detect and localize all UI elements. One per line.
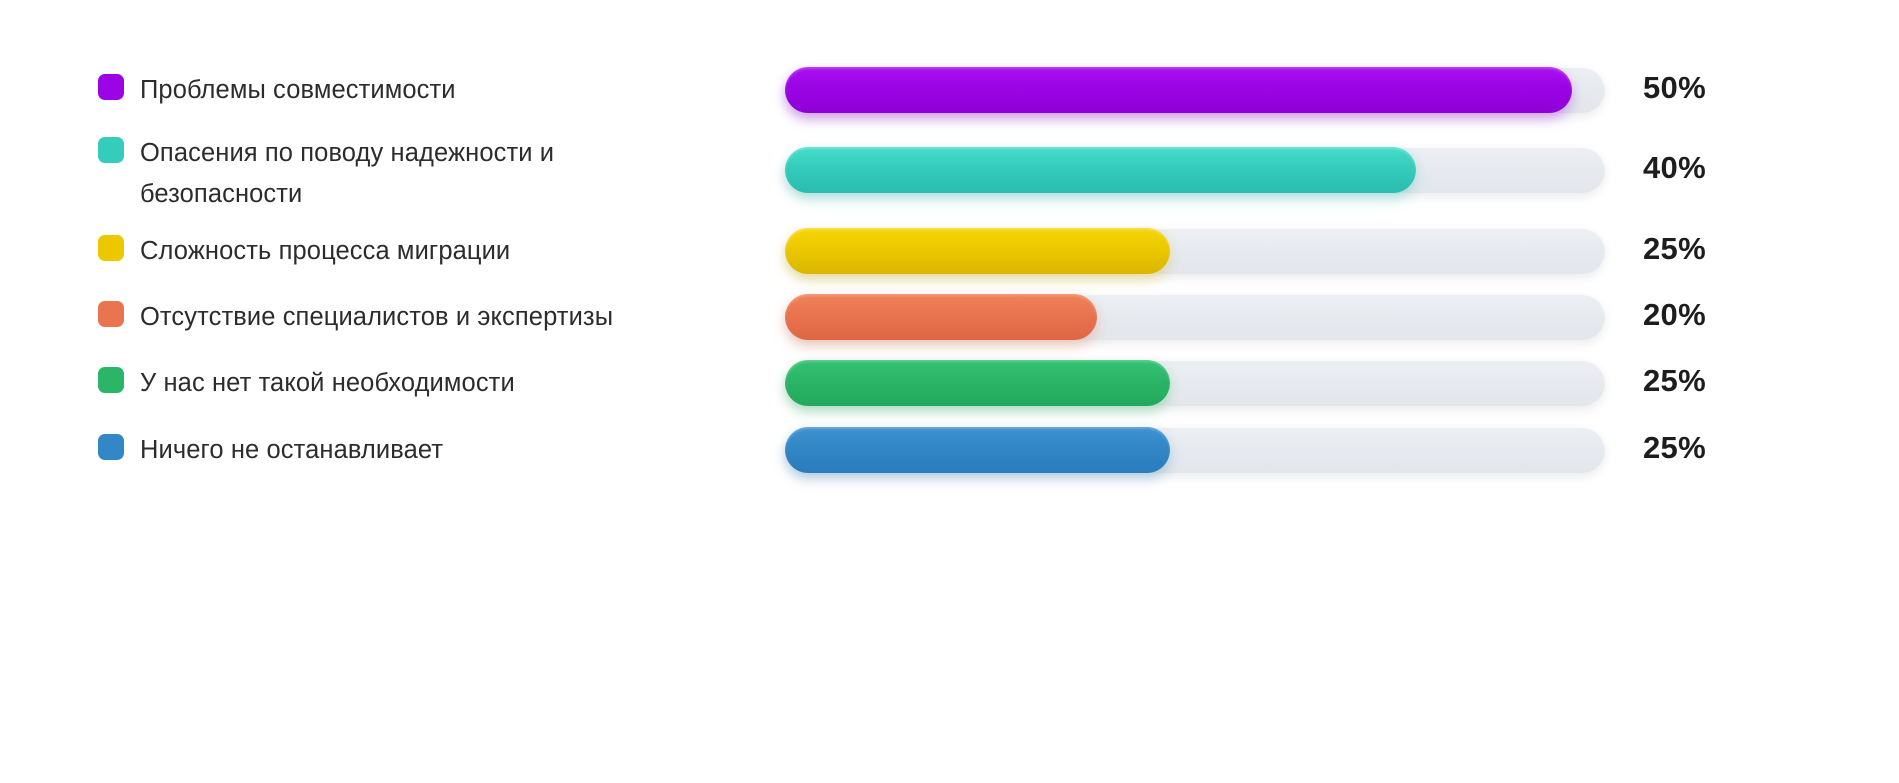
legend-item-label: Проблемы совместимости: [140, 76, 456, 104]
legend-color-swatch-icon: [98, 137, 124, 163]
progress-value-label: 20%: [1643, 297, 1706, 332]
progress-value-label: 50%: [1643, 70, 1706, 105]
legend-item: Отсутствие специалистов и экспертизы: [98, 297, 613, 338]
progress-bar-fill: [785, 147, 1417, 193]
legend-item: Опасения по поводу надежности и безопасн…: [98, 133, 554, 215]
progress-bar-track: [785, 360, 1605, 406]
progress-value-label: 40%: [1643, 150, 1706, 185]
progress-value-label: 25%: [1643, 363, 1706, 398]
progress-bar-track: [785, 427, 1605, 473]
progress-bar-track: [785, 228, 1605, 274]
progress-bar-track: [785, 294, 1605, 340]
legend-color-swatch-icon: [98, 235, 124, 261]
legend-color-swatch-icon: [98, 74, 124, 100]
progress-bar-track: [785, 67, 1605, 113]
legend-item-label: У нас нет такой необходимости: [140, 369, 515, 397]
legend-item-label: Ничего не останавливает: [140, 436, 444, 464]
progress-bar-fill: [785, 360, 1171, 406]
progress-bar-fill: [785, 67, 1573, 113]
legend-item: Проблемы совместимости: [98, 70, 456, 111]
legend-color-swatch-icon: [98, 367, 124, 393]
legend-item: Ничего не останавливает: [98, 430, 443, 471]
legend-color-swatch-icon: [98, 301, 124, 327]
progress-bar-fill: [785, 427, 1171, 473]
progress-bar-track: [785, 147, 1605, 193]
progress-value-label: 25%: [1643, 231, 1706, 266]
progress-bar-fill: [785, 228, 1171, 274]
legend-item: У нас нет такой необходимости: [98, 363, 515, 404]
progress-value-label: 25%: [1643, 430, 1706, 465]
legend-item: Сложность процесса миграции: [98, 231, 510, 272]
legend-item-label: Сложность процесса миграции: [140, 237, 511, 265]
progress-bar-fill: [785, 294, 1097, 340]
legend-color-swatch-icon: [98, 434, 124, 460]
legend-item-label: Опасения по поводу надежности и безопасн…: [140, 139, 555, 208]
legend-item-label: Отсутствие специалистов и экспертизы: [140, 303, 614, 331]
